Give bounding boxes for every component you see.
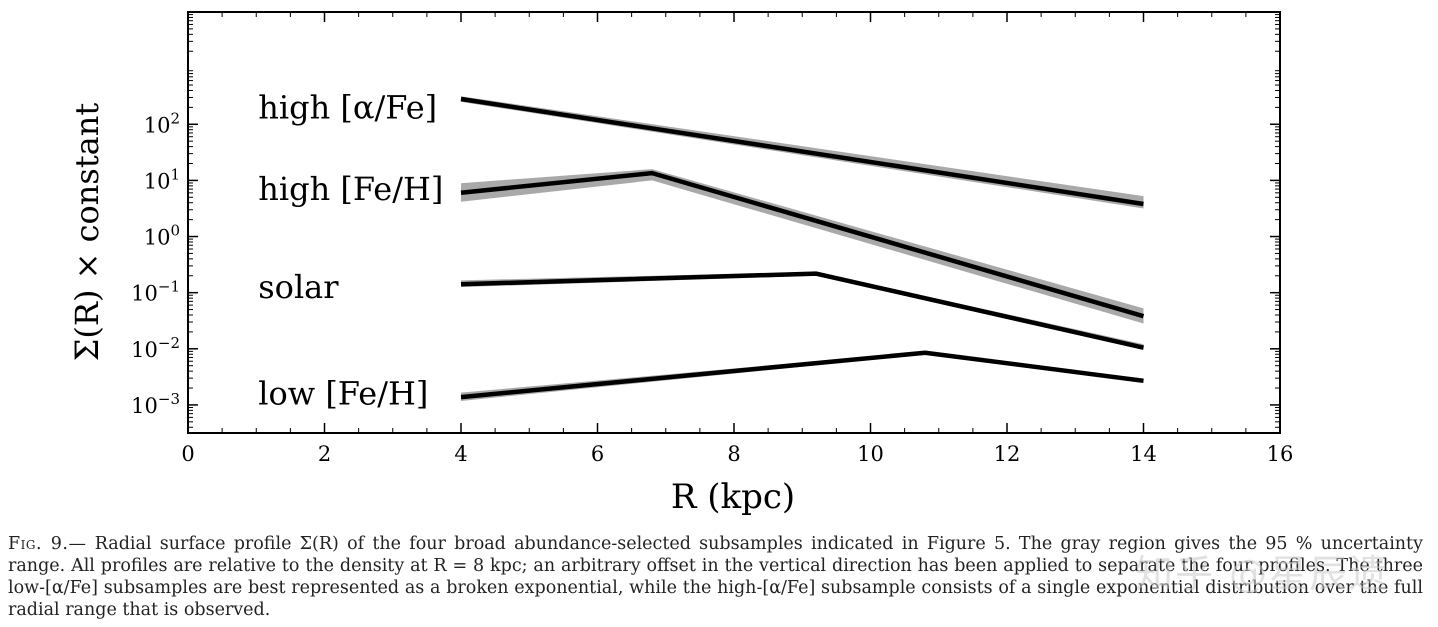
x-tick-label: 12	[994, 442, 1021, 466]
profile-line	[460, 170, 1145, 319]
y-tick-label: 10−3	[131, 390, 180, 418]
profile-line	[460, 350, 1144, 400]
caption-label: Fig. 9.—	[8, 534, 87, 554]
profile-line	[460, 96, 1144, 207]
y-tick-label: 100	[144, 222, 180, 250]
caption-text: Radial surface profile Σ(R) of the four …	[8, 534, 1423, 620]
series-label: high [α/Fe]	[258, 88, 437, 126]
y-tick-label: 10−1	[131, 278, 180, 306]
x-tick-label: 16	[1267, 442, 1294, 466]
x-tick-label: 14	[1130, 442, 1157, 466]
profile-line	[460, 271, 1144, 350]
y-tick-label: 10−2	[131, 334, 180, 362]
x-tick-label: 4	[454, 442, 467, 466]
series-label: solar	[258, 268, 339, 306]
x-tick-label: 6	[591, 442, 604, 466]
x-tick-label: 0	[181, 442, 194, 466]
y-tick-label: 101	[144, 165, 180, 193]
plot-frame	[187, 11, 1281, 434]
series-labels: high [α/Fe] high [Fe/H] solar low [Fe/H]	[258, 88, 443, 412]
series-label: high [Fe/H]	[258, 170, 443, 208]
y-axis-label: Σ(R) × constant	[68, 103, 106, 362]
figure-caption: Fig. 9.— Radial surface profile Σ(R) of …	[8, 533, 1423, 621]
x-tick-label: 2	[318, 442, 331, 466]
figure-plot: 0 2 4 6 8 10 12 14 16 102 101 100 10−1 10−2 10−3 high …	[68, 11, 1293, 517]
y-tick-label: 102	[144, 109, 180, 137]
x-tick-label: 8	[727, 442, 740, 466]
axis-ticks: 0 2 4 6 8 10 12 14 16 102 101 100 10−1 10−2 10−3	[131, 12, 1293, 466]
uncertainty-band	[461, 351, 1144, 402]
uncertainty-band	[461, 271, 1144, 350]
x-tick-label: 10	[857, 442, 884, 466]
series-label: low [Fe/H]	[258, 375, 428, 413]
x-axis-label: R (kpc)	[671, 477, 795, 517]
uncertainty-bands	[461, 96, 1144, 402]
profile-lines	[460, 96, 1145, 400]
